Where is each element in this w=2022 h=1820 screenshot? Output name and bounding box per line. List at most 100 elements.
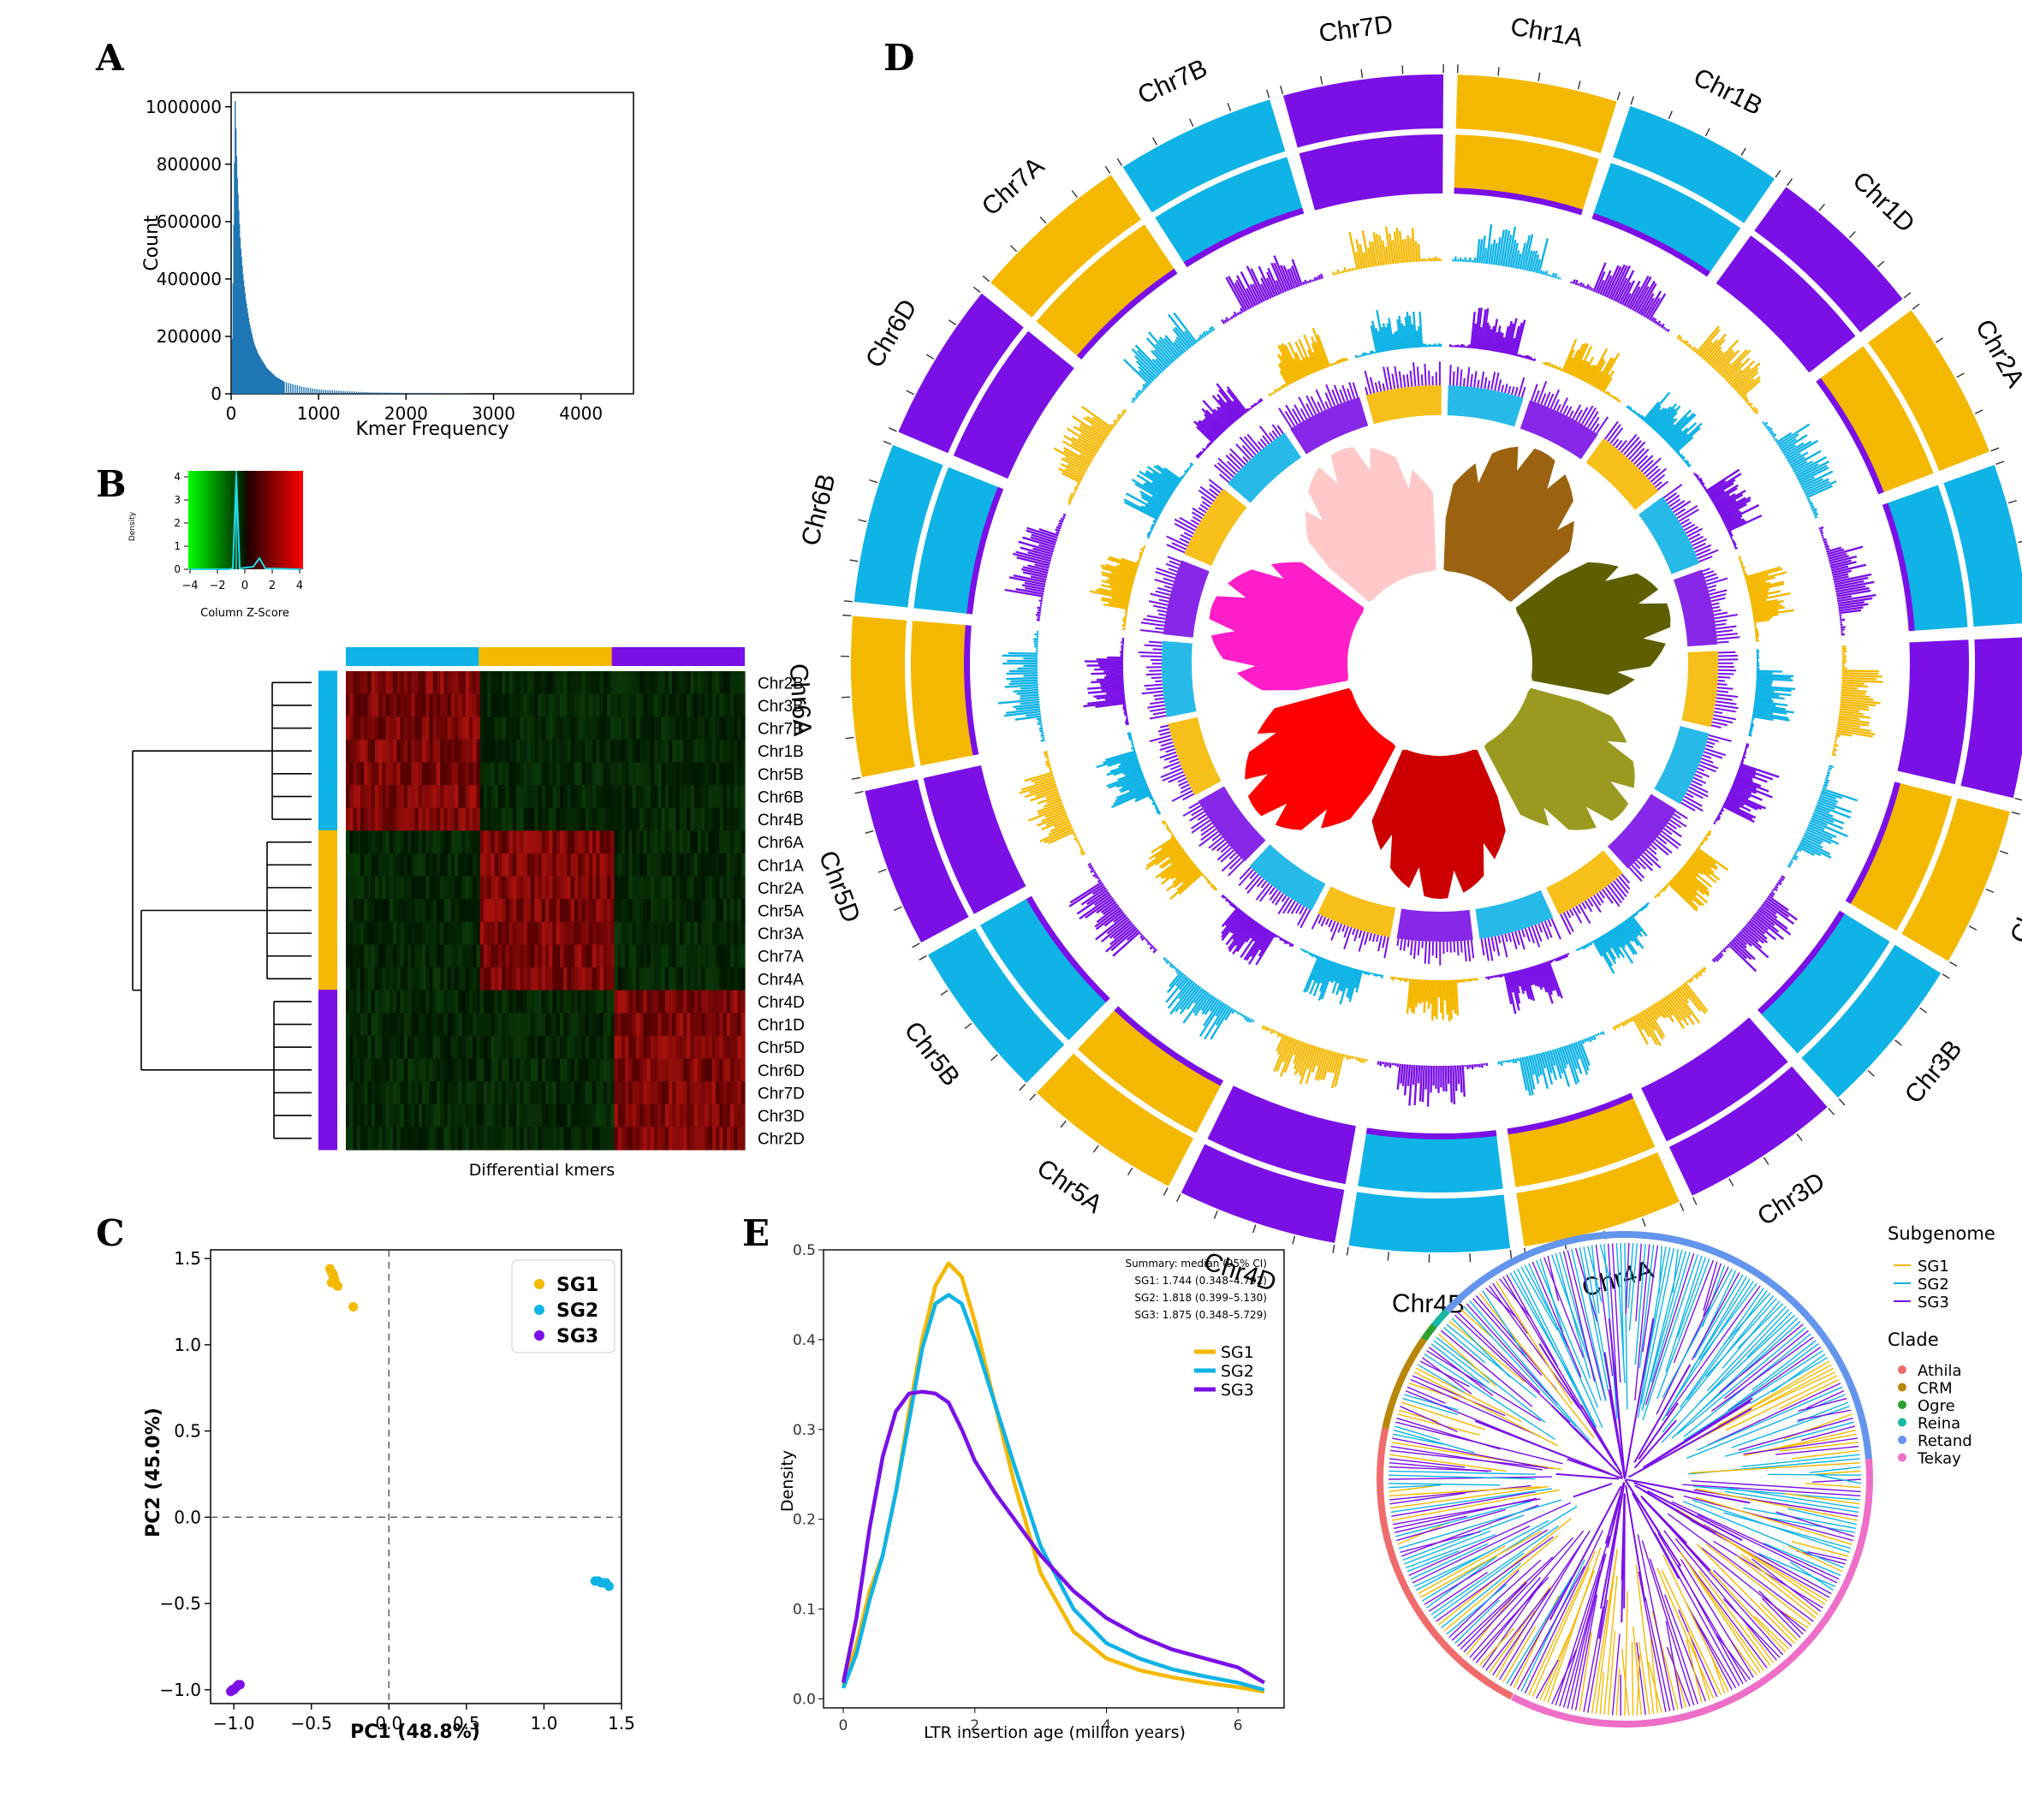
heatmap-cell <box>497 785 503 809</box>
heatmap-cell <box>396 1013 401 1037</box>
histogram-bar <box>1830 561 1857 569</box>
inner-spike <box>1463 378 1466 387</box>
heatmap-cell <box>432 785 437 809</box>
heatmap-cell <box>374 671 379 695</box>
inner-spike <box>1382 936 1386 949</box>
heatmap-cell <box>734 762 739 786</box>
heatmap-cell <box>371 921 376 946</box>
heatmap-cell <box>414 1013 419 1037</box>
histogram-bar <box>1840 705 1870 711</box>
heatmap-cell <box>440 944 444 968</box>
inner-spike <box>1560 913 1572 936</box>
heatmap-cell <box>669 1013 673 1037</box>
histogram-bar <box>1072 832 1076 836</box>
heatmap-cell <box>516 785 520 809</box>
heatmap-cell <box>378 944 383 968</box>
heatmap-cell <box>403 785 408 809</box>
histogram-bar <box>1730 367 1751 388</box>
histogram-bar <box>1353 1056 1357 1059</box>
heatmap-cell <box>621 853 626 877</box>
inner-spike <box>1449 941 1452 953</box>
histogram-bar <box>1662 326 1666 330</box>
histogram-bar <box>1490 239 1496 265</box>
heatmap-cell <box>396 944 401 968</box>
heatmap-cell <box>603 693 608 717</box>
inner-spike <box>1716 697 1733 701</box>
histogram-bar <box>1170 834 1175 839</box>
heatmap-cell <box>567 785 572 809</box>
heatmap-cell <box>403 1103 408 1127</box>
heatmap-cell <box>723 990 728 1014</box>
histogram-bar <box>1100 584 1132 593</box>
heatmap-cell <box>353 1035 358 1060</box>
heatmap-cell <box>418 1127 423 1151</box>
panel-c-ylabel: PC2 (45.0%) <box>143 1407 164 1537</box>
inner-spike <box>1540 393 1547 405</box>
histogram-bar <box>1605 932 1621 955</box>
histogram-bar <box>1757 908 1792 936</box>
histogram-bar <box>1715 490 1746 509</box>
histogram-bar <box>1609 394 1612 397</box>
histogram-bar <box>1831 565 1849 572</box>
inner-spike <box>1182 805 1202 818</box>
tick-mark <box>1990 447 2000 452</box>
histogram-bar <box>1406 978 1412 1014</box>
heatmap-cell <box>549 899 554 923</box>
heatmap-cell <box>697 1103 702 1127</box>
heatmap-cell <box>654 1058 658 1082</box>
histogram-bar <box>1722 803 1753 820</box>
histogram-bar <box>1595 271 1606 294</box>
histogram-bar <box>1554 273 1558 279</box>
heatmap-cell <box>625 899 630 923</box>
heatmap-cell <box>723 876 728 900</box>
heatmap-cell <box>440 967 444 991</box>
heatmap-cell <box>559 899 564 923</box>
heatmap-cell <box>657 876 663 900</box>
heatmap-cell <box>432 899 437 923</box>
key-xtick-label: 2 <box>269 580 276 592</box>
heatmap-cell <box>679 1127 684 1151</box>
histogram-bar <box>1484 325 1491 351</box>
histogram-bar <box>1312 959 1329 996</box>
chromosome-ideogram <box>1868 310 1989 472</box>
histogram-bar <box>1139 553 1143 557</box>
histogram-bar <box>1525 1056 1536 1090</box>
histogram-bar <box>1068 497 1073 501</box>
heatmap-cell <box>567 1058 572 1082</box>
inner-spike <box>1166 535 1188 547</box>
heatmap-cell <box>407 853 412 877</box>
histogram-bar <box>1470 312 1476 348</box>
heatmap-cell <box>588 1127 593 1151</box>
chromosome-label: Chr6B <box>796 471 841 548</box>
heatmap-cell <box>425 921 431 946</box>
heatmap-cell <box>421 1081 426 1105</box>
histogram-bar <box>1020 568 1048 576</box>
heatmap-cell <box>465 1127 470 1151</box>
tick-mark <box>849 559 859 562</box>
heatmap-cell <box>737 921 742 946</box>
heatmap-cell <box>360 785 365 809</box>
histogram-bar <box>1676 872 1698 892</box>
histogram-bar <box>1169 971 1183 988</box>
histogram-bar <box>1172 328 1190 350</box>
panel-b-dendrogram <box>132 681 312 1139</box>
heatmap-cell <box>599 785 604 809</box>
histogram-bar <box>1015 587 1044 595</box>
histogram-bar <box>1592 371 1603 387</box>
heatmap-cell <box>639 876 644 900</box>
histogram-bar <box>1163 337 1181 358</box>
heatmap-cell <box>356 1035 361 1060</box>
heatmap-cell <box>421 1127 426 1151</box>
heatmap-cell <box>364 1103 369 1127</box>
heatmap-cell <box>621 1081 626 1105</box>
panel-label-e: E <box>742 1212 770 1254</box>
histogram-bar <box>1763 901 1795 925</box>
inner-spike <box>1287 900 1296 914</box>
histogram-bar <box>1523 234 1534 271</box>
heatmap-cell <box>711 1035 717 1060</box>
heatmap-cell <box>374 853 379 877</box>
histogram-bar <box>1784 440 1812 459</box>
heatmap-cell <box>635 671 640 695</box>
heatmap-cell <box>737 762 742 786</box>
histogram-bar <box>1171 965 1175 969</box>
